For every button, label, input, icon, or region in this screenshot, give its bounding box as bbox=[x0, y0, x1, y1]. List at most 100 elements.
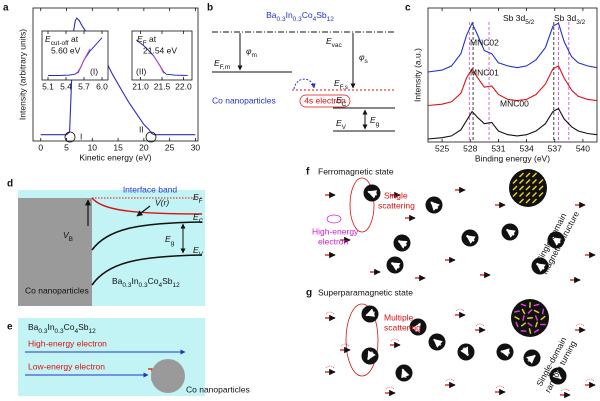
nanoparticle-block bbox=[18, 198, 92, 306]
x-axis-label: Binding energy (eV) bbox=[475, 153, 550, 163]
formula-part: 12 bbox=[89, 328, 97, 335]
moment bbox=[460, 346, 469, 357]
compound-label: Ba0.3In0.3Co4Sb12 bbox=[112, 276, 180, 288]
domain-spin bbox=[519, 172, 524, 178]
spin bbox=[390, 338, 401, 349]
panel-label: b bbox=[207, 3, 213, 14]
label-main: φ bbox=[359, 52, 365, 62]
spin-trace bbox=[340, 343, 350, 347]
domain-spin bbox=[534, 315, 539, 321]
domain-spin bbox=[520, 322, 527, 327]
panel-title: Superparamagnetic state bbox=[318, 287, 413, 297]
material-label: Co nanoparticles bbox=[186, 384, 250, 394]
label-subscript: g bbox=[376, 121, 380, 128]
label: Eg bbox=[370, 115, 380, 127]
formula-part: Ba bbox=[112, 276, 123, 286]
domain-spin bbox=[533, 309, 540, 314]
formula-part: 0.3 bbox=[38, 328, 47, 335]
electron-box bbox=[299, 94, 351, 108]
label-main: E bbox=[214, 58, 220, 68]
label: EC bbox=[193, 212, 204, 224]
formula-part: 4 bbox=[313, 16, 317, 23]
domain-spin bbox=[532, 172, 537, 178]
panel-label: f bbox=[306, 167, 310, 178]
label-main: E bbox=[336, 95, 342, 105]
x-tick-label: 540 bbox=[576, 143, 590, 153]
spin-trace bbox=[585, 378, 595, 382]
inset-label: (I) bbox=[90, 66, 98, 76]
moment-arrow bbox=[506, 228, 516, 238]
spin bbox=[585, 378, 596, 389]
label-subscript: vac bbox=[332, 42, 343, 49]
label-rest: at bbox=[69, 34, 79, 44]
marker-label: II bbox=[139, 124, 144, 134]
formula-part: Co bbox=[64, 322, 75, 332]
x-tick-label: 528 bbox=[463, 143, 477, 153]
label: EF at bbox=[137, 34, 157, 46]
moment-arrow bbox=[433, 338, 443, 348]
x-tick-label: 5.1 bbox=[42, 81, 54, 91]
label-main: E bbox=[193, 245, 199, 255]
label-main: E bbox=[165, 234, 171, 244]
potential-label: V(r) bbox=[155, 197, 169, 207]
label: φm bbox=[246, 46, 257, 58]
x-tick-label: 5 bbox=[64, 142, 69, 152]
x-tick-label: 531 bbox=[491, 143, 505, 153]
x-tick-label: 30 bbox=[191, 142, 201, 152]
label: Ecut-off at bbox=[45, 34, 79, 46]
spin bbox=[560, 388, 571, 399]
moment bbox=[365, 308, 376, 317]
label-subscript: C bbox=[199, 218, 204, 225]
label-subscript: B bbox=[69, 236, 73, 243]
x-tick-label: 25 bbox=[165, 142, 175, 152]
x-tick-label: 537 bbox=[548, 143, 562, 153]
label-main: E bbox=[334, 78, 340, 88]
formula-part: In bbox=[131, 276, 138, 286]
domain-spin bbox=[538, 185, 544, 191]
x-tick-label: 10 bbox=[88, 142, 98, 152]
label-subscript: F bbox=[199, 198, 203, 205]
moment bbox=[500, 348, 511, 358]
label-subscript: V bbox=[342, 124, 347, 131]
potential-curve bbox=[91, 197, 203, 215]
spin bbox=[575, 323, 586, 334]
domain-spin bbox=[540, 323, 546, 326]
moment-arrow bbox=[526, 354, 536, 364]
x-tick-label: 6.0 bbox=[96, 81, 108, 91]
domain-spin bbox=[514, 316, 520, 320]
domain-spin bbox=[532, 185, 537, 191]
formula-part: Ba bbox=[28, 322, 39, 332]
label-main: E bbox=[336, 118, 342, 128]
series-label: MNC01 bbox=[470, 67, 499, 77]
panel-label: d bbox=[7, 179, 13, 190]
domain-spin bbox=[532, 198, 537, 204]
domain-spin bbox=[519, 179, 524, 184]
domain-spin bbox=[525, 192, 531, 197]
label: Evac bbox=[326, 36, 343, 48]
label: EV bbox=[193, 245, 204, 257]
material-label: Co nanoparticles bbox=[25, 285, 89, 295]
spin bbox=[495, 385, 506, 396]
material-label: Co nanoparticles bbox=[212, 95, 276, 105]
domain-spin bbox=[525, 179, 531, 184]
electron-label: High-energy bbox=[312, 226, 359, 236]
scattering-label: Multiple bbox=[384, 312, 414, 322]
moment bbox=[466, 234, 476, 244]
moment-arrow bbox=[552, 370, 562, 380]
x-tick-label: 0 bbox=[38, 142, 43, 152]
moment-arrow bbox=[536, 262, 546, 272]
x-tick-label: 5.4 bbox=[60, 81, 72, 91]
formula-part: Co bbox=[148, 276, 159, 286]
spin-trace bbox=[495, 385, 505, 389]
electron-outline bbox=[326, 214, 342, 224]
label: Eg bbox=[165, 234, 175, 246]
spin-trace bbox=[445, 378, 455, 382]
domain-spin bbox=[522, 315, 525, 321]
domain-spin bbox=[541, 308, 545, 315]
label: EV bbox=[336, 118, 347, 130]
label-subscript: s bbox=[365, 58, 369, 65]
moment-arrow bbox=[460, 346, 469, 357]
label-main: E bbox=[370, 115, 376, 125]
potential-arrow bbox=[136, 205, 151, 217]
